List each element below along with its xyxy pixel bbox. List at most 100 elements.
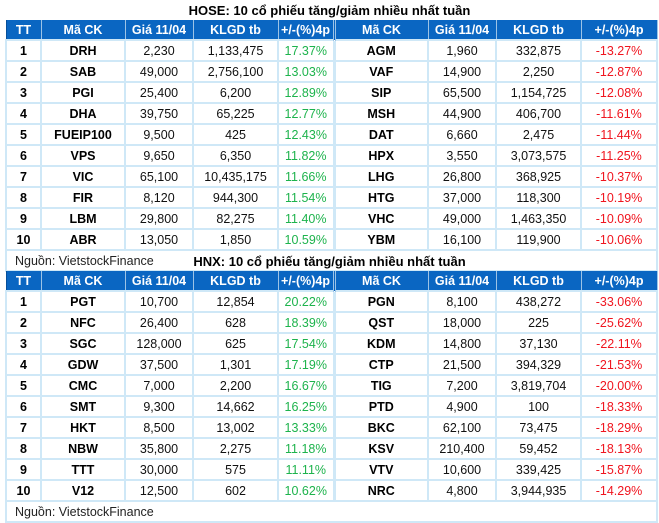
loser-volume-cell: 332,875 — [495, 39, 582, 62]
header-down-change: +/-(%)4p — [580, 271, 658, 291]
loser-code-cell: TIG — [332, 374, 429, 397]
loser-change-cell: -10.06% — [580, 228, 658, 251]
gainer-volume-cell: 425 — [192, 123, 279, 146]
loser-code-cell: MSH — [332, 102, 429, 125]
loser-price-cell: 14,800 — [427, 332, 497, 355]
loser-change-cell: -20.00% — [580, 374, 658, 397]
gainer-volume-cell: 2,275 — [192, 437, 279, 460]
gainer-change-cell: 10.62% — [277, 479, 335, 502]
rank-cell: 4 — [5, 102, 42, 125]
rank-cell: 10 — [5, 228, 42, 251]
gainer-code-cell: TTT — [40, 458, 126, 481]
loser-price-cell: 18,000 — [427, 311, 497, 334]
loser-code-cell: KSV — [332, 437, 429, 460]
gainer-change-cell: 11.54% — [277, 186, 335, 209]
header-down-price: Giá 11/04 — [427, 20, 497, 40]
loser-code-cell: QST — [332, 311, 429, 334]
gainer-change-cell: 12.77% — [277, 102, 335, 125]
loser-code-cell: VTV — [332, 458, 429, 481]
gainer-price-cell: 9,500 — [124, 123, 194, 146]
table-row: 4 GDW 37,500 1,301 17.19% CTP 21,500 394,329 -21… — [5, 353, 658, 376]
gainer-volume-cell: 65,225 — [192, 102, 279, 125]
gainer-code-cell: VPS — [40, 144, 126, 167]
gainer-code-cell: FUEIP100 — [40, 123, 126, 146]
gainer-code-cell: LBM — [40, 207, 126, 230]
loser-code-cell: SIP — [332, 81, 429, 104]
gainer-code-cell: NFC — [40, 311, 126, 334]
rank-cell: 3 — [5, 332, 42, 355]
loser-code-cell: YBM — [332, 228, 429, 251]
gainer-change-cell: 11.82% — [277, 144, 335, 167]
loser-price-cell: 21,500 — [427, 353, 497, 376]
gainer-change-cell: 16.25% — [277, 395, 335, 418]
gainer-price-cell: 2,230 — [124, 39, 194, 62]
loser-price-cell: 3,550 — [427, 144, 497, 167]
table-row: 7 HKT 8,500 13,002 13.33% BKC 62,100 73,475 -18.… — [5, 416, 658, 439]
loser-volume-cell: 2,475 — [495, 123, 582, 146]
loser-price-cell: 49,000 — [427, 207, 497, 230]
loser-volume-cell: 1,463,350 — [495, 207, 582, 230]
loser-volume-cell: 119,900 — [495, 228, 582, 251]
gainer-price-cell: 8,500 — [124, 416, 194, 439]
loser-price-cell: 4,900 — [427, 395, 497, 418]
gainer-code-cell: SAB — [40, 60, 126, 83]
loser-code-cell: KDM — [332, 332, 429, 355]
gainer-volume-cell: 14,662 — [192, 395, 279, 418]
header-up-code: Mã CK — [40, 20, 126, 40]
loser-change-cell: -13.27% — [580, 39, 658, 62]
gainer-change-cell: 17.19% — [277, 353, 335, 376]
gainer-price-cell: 39,750 — [124, 102, 194, 125]
loser-code-cell: VAF — [332, 60, 429, 83]
gainer-code-cell: DRH — [40, 39, 126, 62]
loser-volume-cell: 2,250 — [495, 60, 582, 83]
rank-cell: 9 — [5, 458, 42, 481]
table-row: 10 ABR 13,050 1,850 10.59% YBM 16,100 119,900 -1… — [5, 228, 658, 251]
header-down-volume: KLGD tb — [495, 271, 582, 291]
gainer-volume-cell: 6,350 — [192, 144, 279, 167]
source-row: Nguồn: VietstockFinance — [5, 249, 658, 272]
gainer-code-cell: ABR — [40, 228, 126, 251]
table-row: 8 FIR 8,120 944,300 11.54% HTG 37,000 118,300 -1… — [5, 186, 658, 209]
loser-price-cell: 7,200 — [427, 374, 497, 397]
gainer-change-cell: 12.89% — [277, 81, 335, 104]
rank-cell: 10 — [5, 479, 42, 502]
rank-cell: 1 — [5, 290, 42, 313]
header-down-code: Mã CK — [332, 20, 429, 40]
gainer-change-cell: 11.11% — [277, 458, 335, 481]
loser-code-cell: VHC — [332, 207, 429, 230]
loser-change-cell: -21.53% — [580, 353, 658, 376]
loser-volume-cell: 100 — [495, 395, 582, 418]
loser-volume-cell: 3,819,704 — [495, 374, 582, 397]
loser-volume-cell: 118,300 — [495, 186, 582, 209]
hose-top-movers-table: TT Mã CK Giá 11/04 KLGD tb +/-(%)4p Mã CK Giá … — [5, 20, 658, 272]
rank-cell: 6 — [5, 144, 42, 167]
loser-code-cell: CTP — [332, 353, 429, 376]
gainer-price-cell: 65,100 — [124, 165, 194, 188]
loser-change-cell: -11.25% — [580, 144, 658, 167]
gainer-volume-cell: 575 — [192, 458, 279, 481]
rank-cell: 2 — [5, 311, 42, 334]
rank-cell: 2 — [5, 60, 42, 83]
header-down-code: Mã CK — [332, 271, 429, 291]
loser-price-cell: 4,800 — [427, 479, 497, 502]
loser-volume-cell: 73,475 — [495, 416, 582, 439]
gainer-change-cell: 11.18% — [277, 437, 335, 460]
table-row: 2 NFC 26,400 628 18.39% QST 18,000 225 -25.62% — [5, 311, 658, 334]
loser-price-cell: 14,900 — [427, 60, 497, 83]
loser-change-cell: -14.29% — [580, 479, 658, 502]
table-row: 1 PGT 10,700 12,854 20.22% PGN 8,100 438,272 -33… — [5, 290, 658, 313]
gainer-price-cell: 49,000 — [124, 60, 194, 83]
loser-price-cell: 8,100 — [427, 290, 497, 313]
table-row: 1 DRH 2,230 1,133,475 17.37% AGM 1,960 332,875-… — [5, 39, 658, 62]
gainer-code-cell: V12 — [40, 479, 126, 502]
rank-cell: 3 — [5, 81, 42, 104]
loser-change-cell: -12.08% — [580, 81, 658, 104]
gainer-change-cell: 18.39% — [277, 311, 335, 334]
loser-change-cell: -10.37% — [580, 165, 658, 188]
gainer-change-cell: 17.54% — [277, 332, 335, 355]
gainer-volume-cell: 1,301 — [192, 353, 279, 376]
loser-price-cell: 16,100 — [427, 228, 497, 251]
gainer-price-cell: 10,700 — [124, 290, 194, 313]
header-up-change: +/-(%)4p — [277, 271, 335, 291]
gainer-change-cell: 11.66% — [277, 165, 335, 188]
